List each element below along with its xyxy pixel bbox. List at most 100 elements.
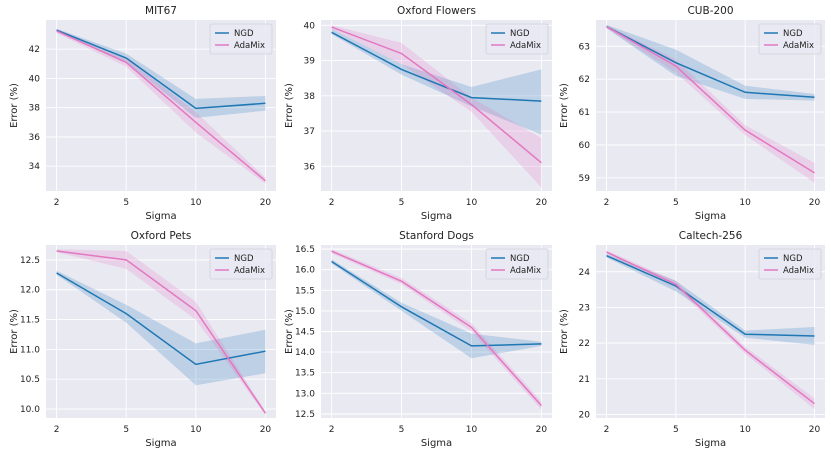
legend-label-ngd: NGD (783, 29, 803, 39)
chart-title: MIT67 (145, 5, 177, 17)
y-tick-label: 21 (579, 375, 590, 385)
legend: NGD AdaMix (485, 248, 549, 280)
y-tick-label: 14.0 (295, 348, 315, 358)
series-line-ngd (331, 260, 542, 347)
legend-label-adamix: AdaMix (234, 41, 265, 51)
legend-label-ngd: NGD (234, 29, 254, 39)
y-tick-label: 13.5 (295, 369, 315, 379)
x-tick-label: 2 (329, 425, 335, 435)
chart-title: Oxford Flowers (397, 5, 476, 17)
x-tick-label: 20 (536, 198, 548, 208)
y-axis-label: Error (%) (9, 309, 20, 354)
y-tick-label: 38 (29, 104, 41, 114)
x-tick-label: 20 (260, 198, 272, 208)
y-tick-label: 10.0 (20, 405, 40, 415)
y-tick-label: 20 (579, 410, 591, 420)
chart-panel-mit67: 34 36 38 40 42 2 5 10 20 MIT67 Sigma Error (%) NGD Ad… (9, 5, 276, 222)
y-tick-label: 13.0 (295, 389, 315, 399)
x-tick-label: 2 (54, 425, 60, 435)
legend-box (758, 23, 822, 55)
x-tick-label: 5 (123, 198, 129, 208)
x-tick-label: 10 (739, 198, 751, 208)
series-line-ngd (56, 29, 266, 110)
legend-box (209, 23, 273, 55)
y-tick-label: 12.5 (295, 410, 315, 420)
y-tick-label: 10.5 (20, 375, 40, 385)
x-tick-label: 10 (466, 425, 478, 435)
x-tick-label: 10 (466, 198, 478, 208)
y-tick-label: 11.0 (20, 345, 40, 355)
series-line-adamix (606, 25, 815, 174)
x-tick-label: 20 (260, 425, 272, 435)
y-tick-label: 36 (29, 133, 41, 143)
confidence-band-ngd (56, 270, 266, 386)
x-tick-label: 2 (604, 425, 610, 435)
y-tick-label: 24 (579, 268, 591, 278)
x-tick-label: 5 (673, 198, 679, 208)
chart-title: Caltech-256 (679, 230, 743, 242)
chart-panel-oxford-pets: 10.0 10.5 11.0 11.5 12.0 12.5 2 5 10 20 Oxford Pet… (9, 230, 276, 449)
y-axis-label: Error (%) (9, 83, 20, 128)
y-tick-label: 39 (304, 57, 316, 67)
confidence-band-adamix (56, 28, 266, 184)
x-tick-label: 2 (604, 198, 610, 208)
x-axis-label: Sigma (421, 438, 452, 449)
x-tick-label: 2 (329, 198, 335, 208)
legend-label-adamix: AdaMix (234, 266, 265, 276)
series-line-adamix (606, 251, 815, 405)
legend: NGD AdaMix (758, 23, 822, 55)
y-tick-label: 62 (579, 75, 590, 85)
legend-box (485, 248, 549, 280)
legend-box (758, 248, 822, 280)
series-line-adamix (56, 30, 266, 182)
y-tick-label: 15.5 (295, 286, 315, 296)
y-tick-label: 16.5 (295, 245, 315, 255)
x-axis-label: Sigma (145, 211, 176, 222)
legend-label-ngd: NGD (783, 254, 803, 264)
legend: NGD AdaMix (758, 248, 822, 280)
x-axis-label: Sigma (145, 438, 176, 449)
series-line-ngd (606, 255, 815, 337)
chart-title: CUB-200 (687, 5, 733, 17)
y-tick-label: 38 (304, 92, 316, 102)
confidence-band-ngd (331, 28, 542, 135)
x-axis-label: Sigma (695, 211, 726, 222)
y-tick-label: 61 (579, 108, 590, 118)
y-axis-label: Error (%) (559, 309, 570, 354)
y-axis-label: Error (%) (559, 83, 570, 128)
confidence-band-adamix (56, 249, 266, 415)
y-tick-label: 36 (304, 162, 316, 172)
legend-label-ngd: NGD (510, 254, 530, 264)
y-tick-label: 59 (579, 174, 591, 184)
x-tick-label: 20 (809, 425, 821, 435)
series-line-ngd (331, 31, 542, 102)
legend-label-adamix: AdaMix (783, 41, 814, 51)
x-tick-label: 5 (399, 198, 405, 208)
y-tick-label: 12.0 (20, 286, 40, 296)
x-tick-label: 10 (190, 425, 202, 435)
x-tick-label: 2 (54, 198, 60, 208)
legend: NGD AdaMix (209, 23, 273, 55)
chart-title: Oxford Pets (131, 230, 192, 242)
legend-label-adamix: AdaMix (783, 266, 814, 276)
chart-panel-cub-200: 59 60 61 62 63 2 5 10 20 CUB-200 Sigma Error (%) NGD… (559, 5, 825, 222)
y-axis-label: Error (%) (284, 83, 295, 128)
x-tick-label: 10 (739, 425, 751, 435)
x-tick-label: 5 (123, 425, 129, 435)
x-axis-label: Sigma (421, 211, 452, 222)
y-tick-label: 42 (29, 45, 40, 55)
y-tick-label: 22 (579, 339, 590, 349)
series-line-adamix (56, 250, 267, 414)
x-tick-label: 5 (399, 425, 405, 435)
y-tick-label: 40 (29, 74, 41, 84)
series-line-ngd (606, 25, 815, 99)
y-tick-label: 37 (304, 127, 315, 137)
y-tick-label: 15.0 (295, 307, 315, 317)
x-tick-label: 20 (809, 198, 821, 208)
legend-label-adamix: AdaMix (510, 41, 541, 51)
x-axis-label: Sigma (695, 438, 726, 449)
y-axis-label: Error (%) (284, 309, 295, 354)
